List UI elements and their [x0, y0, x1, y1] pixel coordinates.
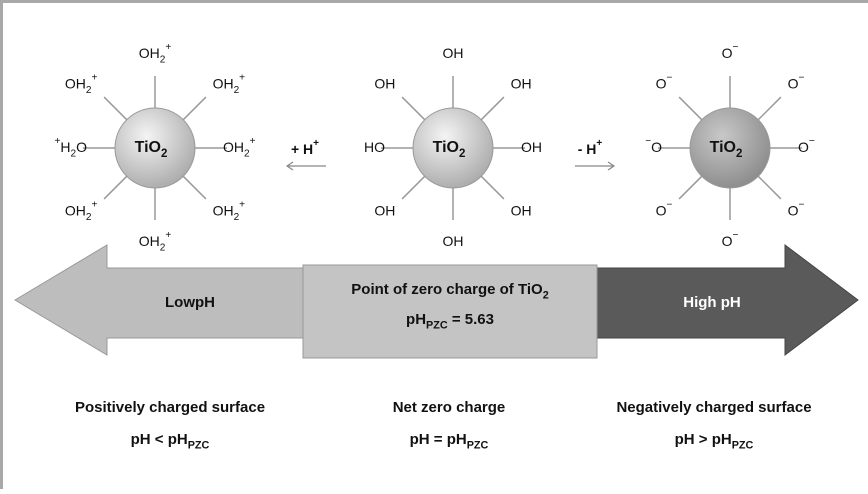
- ligand-label-part: OH: [443, 233, 464, 249]
- ligand-label-part: OH: [374, 75, 395, 91]
- ligand-label-part: +: [239, 72, 245, 83]
- ligand-label-part: OH: [223, 139, 244, 155]
- region-condition-part: PZC: [467, 440, 489, 452]
- ligand-label-part: +: [92, 72, 98, 83]
- core-label-part: 2: [736, 148, 742, 160]
- ligand-label-part: +: [165, 42, 171, 53]
- ligand-label-part: +: [239, 199, 245, 210]
- ligand-label-part: H: [60, 139, 70, 155]
- ligand-label-part: OH: [213, 202, 234, 218]
- proton-step-part: - H: [578, 141, 597, 157]
- ligand-label-part: −: [798, 199, 804, 210]
- pzc-value-part: PZC: [426, 320, 448, 332]
- proton-step-part: +: [313, 138, 319, 149]
- ligand-label-part: OH: [139, 45, 160, 61]
- ligand-label-part: O: [656, 202, 667, 218]
- ligand-label: OH: [521, 139, 542, 155]
- ligand-label-part: O: [651, 139, 662, 155]
- ligand-label-part: 2: [244, 148, 250, 159]
- ligand-label-part: 2: [234, 212, 240, 223]
- ligand-label: HO: [364, 139, 385, 155]
- ligand-label-part: OH: [139, 233, 160, 249]
- ligand-label-part: +: [165, 230, 171, 241]
- region-condition-part: PZC: [188, 440, 210, 452]
- ligand-label-part: OH: [521, 139, 542, 155]
- ligand-label: OH: [511, 75, 532, 91]
- core-label-part: TiO: [135, 139, 161, 156]
- proton-step-part: +: [596, 138, 602, 149]
- pzc-title-part: Point of zero charge of TiO: [351, 281, 543, 298]
- ligand-label-part: −: [667, 72, 673, 83]
- ligand-label-part: OH: [511, 75, 532, 91]
- ligand-label-part: O: [798, 139, 809, 155]
- ligand-label-part: −: [667, 199, 673, 210]
- ligand-label-part: −: [798, 72, 804, 83]
- proton-step-part: + H: [291, 141, 313, 157]
- ligand-label-part: HO: [364, 139, 385, 155]
- ligand-label-part: 2: [160, 242, 166, 253]
- ligand-label-part: OH: [443, 45, 464, 61]
- ligand-label-part: O: [722, 45, 733, 61]
- ligand-label-part: OH: [65, 202, 86, 218]
- ligand-label-part: O: [722, 233, 733, 249]
- ligand-label-part: +: [250, 136, 256, 147]
- ligand-label-part: O: [76, 139, 87, 155]
- region-label: Net zero charge: [393, 399, 506, 416]
- ligand-label-part: OH: [65, 75, 86, 91]
- region-condition-part: pH > pH: [675, 431, 732, 448]
- ligand-label-part: OH: [511, 202, 532, 218]
- ligand-label-part: OH: [374, 202, 395, 218]
- region-condition-part: PZC: [732, 440, 754, 452]
- region-condition-part: pH = pH: [410, 431, 467, 448]
- ligand-label: OH: [374, 75, 395, 91]
- ligand-label-part: +: [92, 199, 98, 210]
- ligand-label-part: 2: [86, 84, 92, 95]
- ligand-label-part: O: [656, 75, 667, 91]
- ligand-label: OH: [374, 202, 395, 218]
- region-condition-part: pH < pH: [131, 431, 188, 448]
- ligand-label-part: −: [733, 42, 739, 53]
- ligand-label: OH: [443, 233, 464, 249]
- pzc-value-part: = 5.63: [448, 311, 494, 328]
- pzc-value-part: pH: [406, 311, 426, 328]
- ligand-label-part: OH: [213, 75, 234, 91]
- core-label-part: 2: [161, 148, 167, 160]
- region-label: Negatively charged surface: [616, 399, 811, 416]
- ligand-label-part: 2: [234, 84, 240, 95]
- ligand-label: OH: [443, 45, 464, 61]
- ligand-label-part: 2: [160, 54, 166, 65]
- core-label-part: 2: [459, 148, 465, 160]
- high-label: High pH: [683, 294, 741, 311]
- ligand-label-part: −: [733, 230, 739, 241]
- ligand-label-part: O: [788, 75, 799, 91]
- ligand-label-part: 2: [86, 212, 92, 223]
- region-label: Positively charged surface: [75, 399, 265, 416]
- pzc-title-part: 2: [543, 290, 549, 302]
- ligand-label-part: −: [809, 136, 815, 147]
- core-label-part: TiO: [433, 139, 459, 156]
- core-label-part: TiO: [710, 139, 736, 156]
- ligand-label-part: O: [788, 202, 799, 218]
- ligand-label: OH: [511, 202, 532, 218]
- low-label: LowpH: [165, 294, 215, 311]
